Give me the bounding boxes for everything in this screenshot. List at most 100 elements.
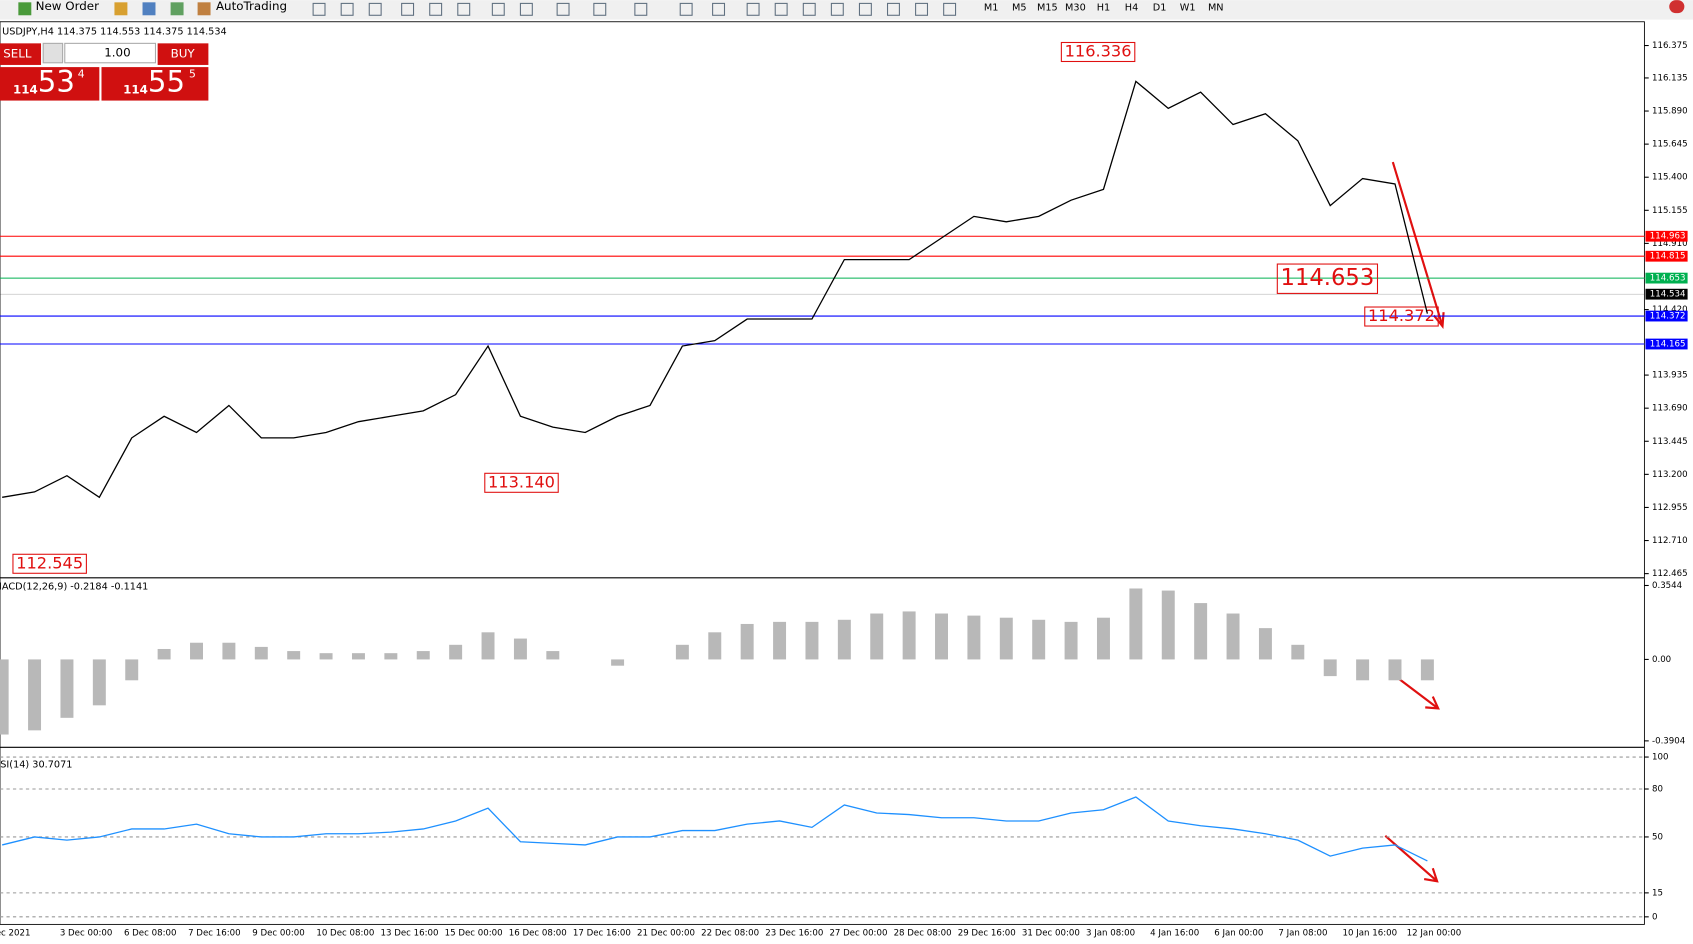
period-button[interactable]: W1 (1180, 3, 1196, 14)
tool-icon[interactable] (802, 2, 816, 16)
histogram-bar (222, 642, 236, 660)
tool-icon[interactable] (774, 2, 788, 16)
series-line (2, 796, 1428, 862)
period-button[interactable]: M5 (1012, 3, 1027, 14)
icon (142, 2, 156, 16)
tool-icon[interactable] (858, 2, 872, 16)
chart-frame (0, 21, 1645, 925)
toolbar-icons: M1 M5 M15 M30 H1 H4 D1 W1 MN (312, 2, 1224, 16)
tool-icon[interactable] (457, 2, 471, 16)
tool-icon[interactable] (593, 2, 607, 16)
histogram-bar (92, 659, 106, 706)
autotrading-button[interactable]: AutoTrading (216, 0, 287, 13)
sell-label: SELL (3, 47, 32, 61)
period-button[interactable]: M1 (984, 3, 999, 14)
y-tick-label: 112.710 (1652, 536, 1688, 546)
histogram-bar (1194, 603, 1208, 660)
tool-icon[interactable] (368, 2, 382, 16)
x-tick-label: 12 Jan 00:00 (1407, 929, 1462, 939)
lot-down[interactable] (42, 42, 64, 64)
tool-icon[interactable] (401, 2, 415, 16)
tool-icon[interactable] (634, 2, 648, 16)
icon (170, 2, 184, 16)
x-tick-label: 21 Dec 00:00 (637, 929, 695, 939)
price-annotation: 112.545 (16, 553, 83, 572)
histogram-bar (1420, 659, 1434, 681)
x-tick-label: 3 Jan 08:00 (1086, 929, 1135, 939)
x-tick-label: 3 Dec 00:00 (60, 929, 113, 939)
histogram-bar (1129, 588, 1143, 660)
histogram-bar (28, 659, 42, 731)
notify-icon[interactable] (1669, 0, 1685, 14)
series-line (2, 80, 1429, 499)
annotation-box (1060, 41, 1136, 63)
price-annotation: 114.372 (1368, 306, 1435, 325)
tool-icon[interactable] (886, 2, 900, 16)
icon (114, 2, 128, 16)
level-label: 114.653 (1650, 274, 1686, 284)
tool-icon[interactable] (746, 2, 760, 16)
icon (197, 2, 211, 16)
tool-icon[interactable] (491, 2, 505, 16)
histogram-bar (1064, 621, 1078, 660)
x-tick-label: 6 Dec 08:00 (124, 929, 177, 939)
tool-icon[interactable] (679, 2, 693, 16)
period-button[interactable]: H1 (1097, 3, 1110, 14)
bid-big: 114 (13, 82, 38, 96)
price-annotation: 116.336 (1065, 41, 1132, 60)
ask-big: 114 (123, 82, 148, 96)
x-tick-label: 28 Dec 08:00 (894, 929, 952, 939)
level-label: 114.165 (1650, 340, 1686, 350)
y-tick-label: 80 (1652, 785, 1663, 795)
histogram-bar (190, 642, 203, 660)
histogram-bar (1096, 617, 1110, 660)
buy-label: BUY (171, 47, 196, 61)
x-tick-label: 17 Dec 16:00 (573, 929, 631, 939)
period-button[interactable]: H4 (1125, 3, 1138, 14)
x-tick-label: 10 Dec 08:00 (316, 929, 374, 939)
tool-icon[interactable] (943, 2, 957, 16)
tool-icon[interactable] (429, 2, 443, 16)
tool-icon[interactable] (312, 2, 326, 16)
panel-title: RSI(14) 30.7071 (0, 760, 72, 771)
trade-panel: SELL 1.00 BUY 114 53 4 114 55 5 (0, 42, 209, 101)
histogram-bar (513, 638, 527, 660)
lot-input[interactable] (64, 42, 157, 64)
tool-icon[interactable] (830, 2, 844, 16)
tool-icon[interactable] (712, 2, 726, 16)
ask-main: 55 (148, 64, 185, 98)
y-tick-label: 115.645 (1652, 140, 1688, 150)
histogram-bar (254, 646, 268, 660)
histogram-bar (837, 619, 851, 660)
histogram-bar (449, 644, 463, 660)
annotation-box (12, 553, 87, 574)
ask-box[interactable] (101, 67, 209, 101)
tool-icon[interactable] (340, 2, 354, 16)
y-tick-label: 100 (1652, 753, 1668, 763)
level-box (1645, 250, 1688, 262)
histogram-bar (351, 653, 365, 660)
buy-button[interactable] (157, 43, 209, 65)
sell-button[interactable] (0, 43, 42, 65)
bid-box[interactable] (0, 67, 100, 101)
new-order-button[interactable]: New Order (36, 0, 99, 13)
histogram-bar (546, 651, 560, 660)
tool-icon[interactable] (915, 2, 929, 16)
x-tick-label: 15 Dec 00:00 (445, 929, 503, 939)
tool-icon[interactable] (519, 2, 533, 16)
histogram-bar (967, 615, 981, 660)
panel-title: MACD(12,26,9) -0.2184 -0.1141 (0, 581, 148, 592)
period-button[interactable]: M30 (1065, 3, 1086, 14)
y-tick-label: 15 (1652, 888, 1663, 898)
period-button[interactable]: D1 (1153, 3, 1167, 14)
tool-icon[interactable] (556, 2, 570, 16)
price-annotation: 114.653 (1281, 265, 1375, 291)
y-tick-label: 113.935 (1652, 371, 1688, 381)
y-tick-label: 113.445 (1652, 437, 1688, 447)
y-tick-label: -0.3904 (1652, 736, 1685, 746)
histogram-bar (740, 623, 754, 660)
period-button[interactable]: MN (1208, 3, 1224, 14)
level-label: 114.815 (1650, 252, 1686, 262)
period-button[interactable]: M15 (1037, 3, 1058, 14)
